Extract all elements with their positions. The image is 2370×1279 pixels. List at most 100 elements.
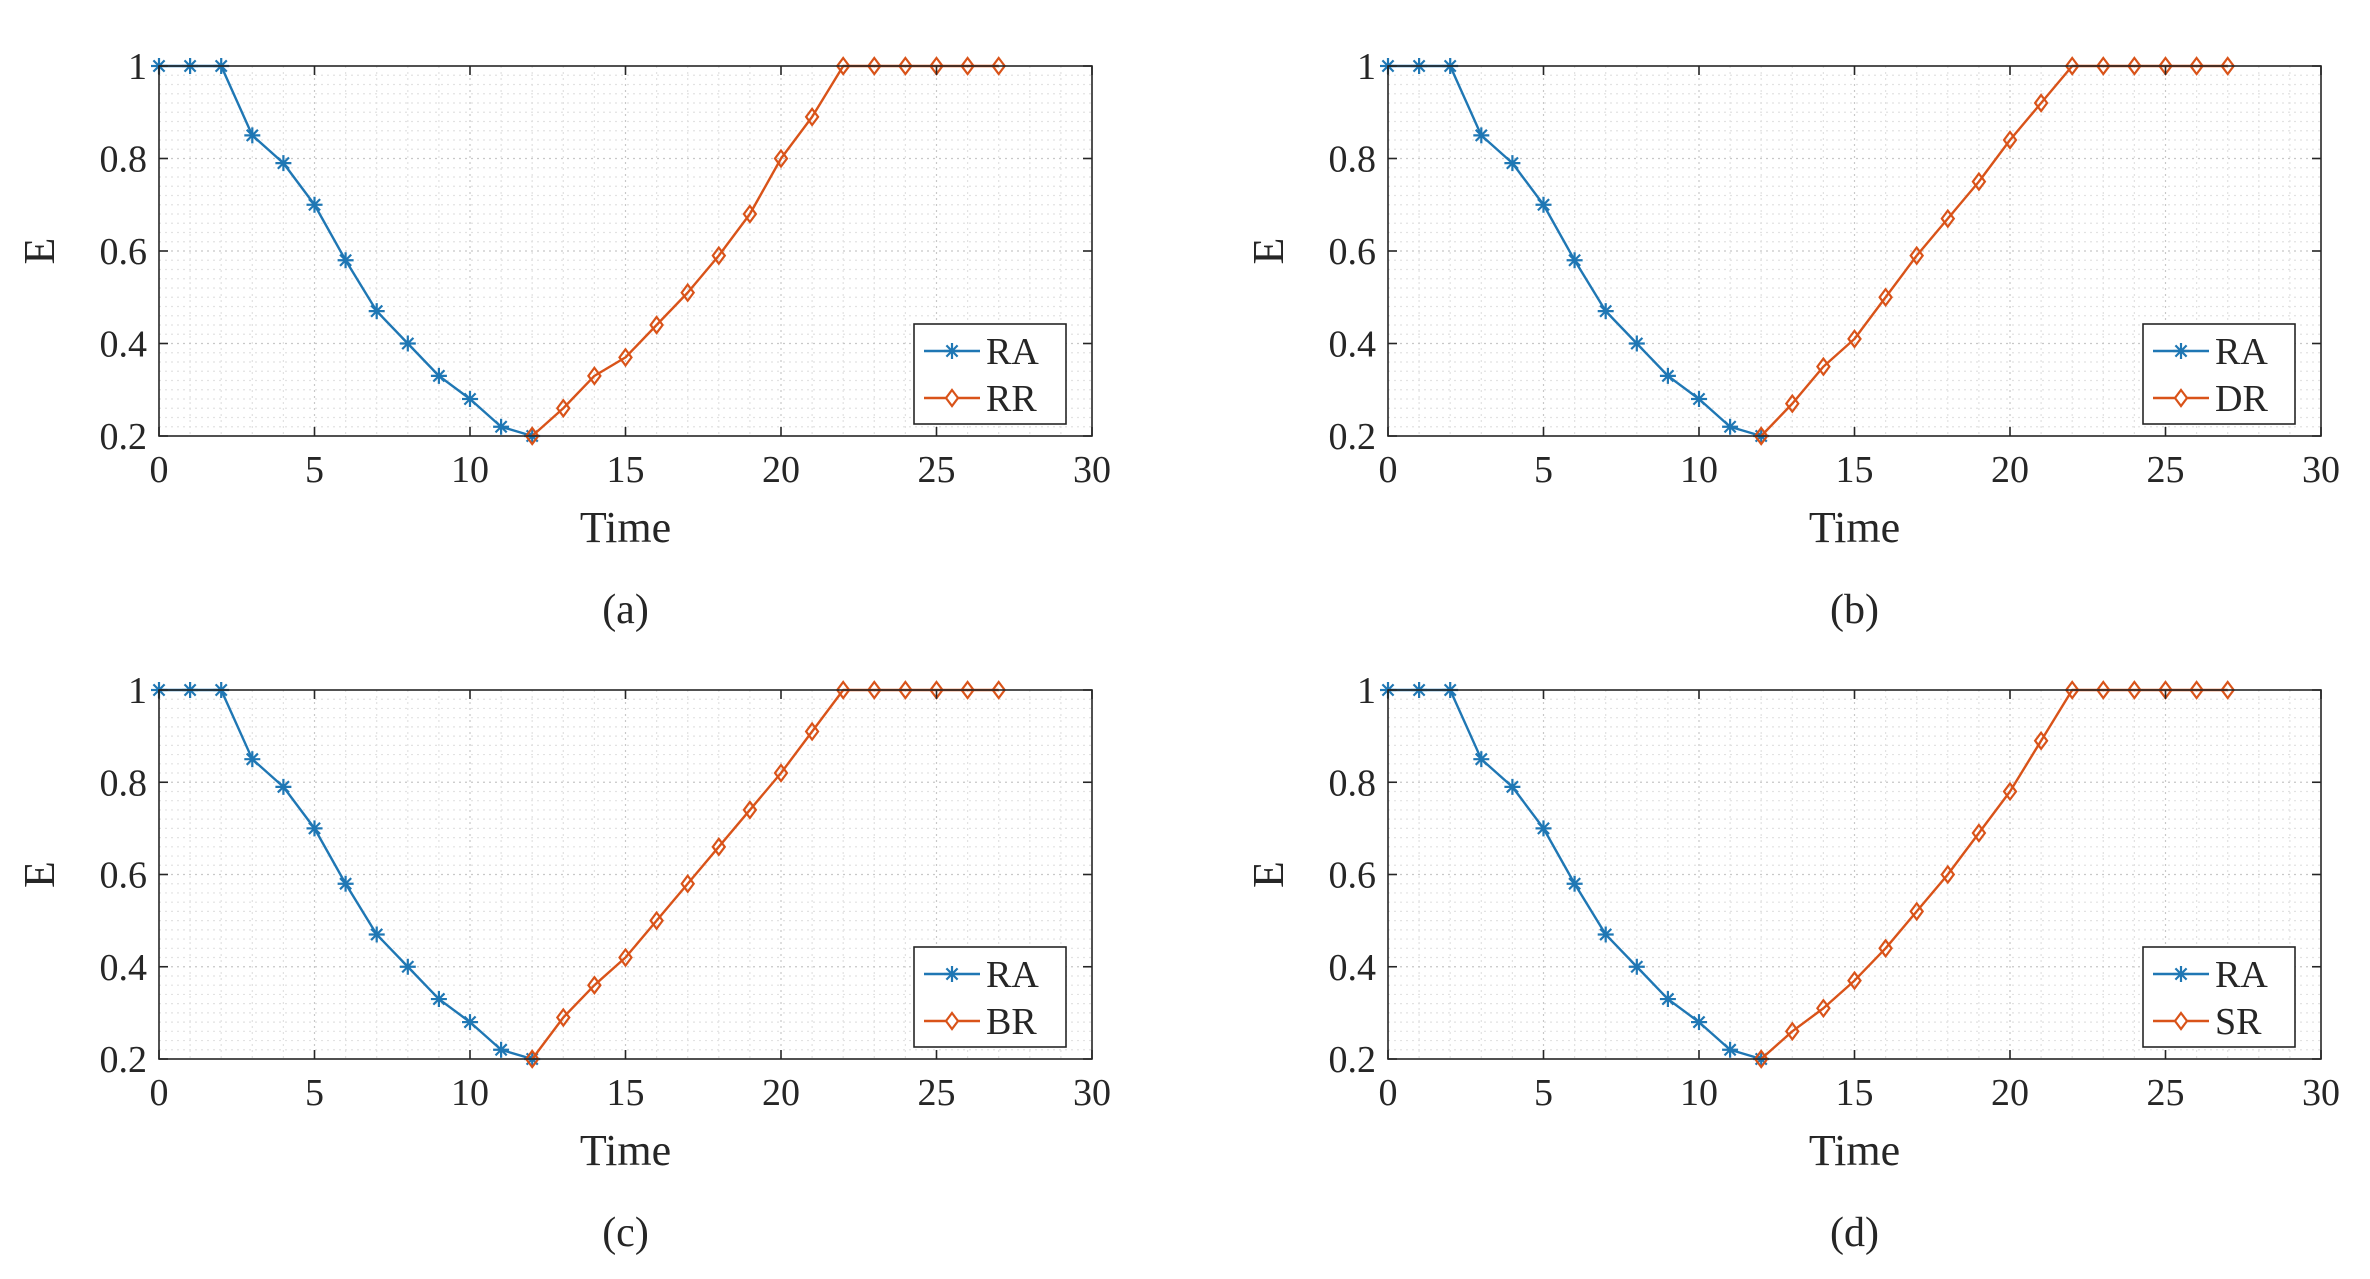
asterisk-stroke <box>401 337 415 350</box>
data-point-ra <box>1691 1014 1707 1031</box>
data-point-dr <box>2127 56 2142 76</box>
data-point-br <box>742 800 758 820</box>
data-point-sr <box>1909 901 1925 922</box>
legend-label: RA <box>2215 331 2268 373</box>
data-point-ra <box>306 820 323 837</box>
data-point-sr <box>2033 730 2049 751</box>
legend-label: DR <box>2215 378 2268 420</box>
data-point-ra <box>275 778 292 795</box>
legend-marker <box>2174 967 2188 981</box>
data-point-dr <box>1878 287 1893 308</box>
data-point-ra <box>1473 751 1490 768</box>
data-point-sr <box>1847 970 1862 991</box>
data-point-ra <box>430 991 447 1008</box>
data-point-ra <box>399 335 416 352</box>
data-point-ra <box>244 127 261 144</box>
data-point-rr <box>711 245 727 266</box>
y-tick-label: 0.8 <box>100 139 148 181</box>
legend-marker <box>2173 388 2189 408</box>
legend-label: RR <box>986 378 1037 420</box>
legend: RA SR <box>2142 946 2296 1048</box>
x-tick-label: 10 <box>451 1072 489 1114</box>
data-point-br <box>898 680 913 700</box>
asterisk-stroke <box>1630 337 1644 350</box>
data-point-rr <box>835 56 851 76</box>
y-tick-label: 0.2 <box>1329 1039 1377 1081</box>
data-point-br <box>991 680 1007 700</box>
legend-label: BR <box>986 1001 1037 1043</box>
legend-entry-sr: SR <box>2153 1001 2262 1043</box>
data-point-ra <box>306 196 323 213</box>
data-point-ra <box>462 391 478 407</box>
x-tick-label: 30 <box>2302 1072 2340 1114</box>
asterisk-stroke <box>1474 128 1488 142</box>
asterisk-stroke <box>370 928 384 941</box>
legend-entry-ra: RA <box>924 331 1039 373</box>
legend-marker <box>945 967 959 981</box>
legend-marker <box>2173 1011 2189 1031</box>
data-point-sr <box>2220 680 2236 700</box>
data-point-ra <box>1535 196 1552 213</box>
asterisk-stroke <box>370 304 384 318</box>
asterisk-stroke <box>401 960 415 974</box>
legend-box <box>913 946 1067 1048</box>
asterisk-stroke <box>1692 392 1706 406</box>
data-point-ra <box>1722 1041 1739 1058</box>
data-point-rr <box>804 107 820 127</box>
x-tick-label: 30 <box>1073 1072 1111 1114</box>
data-point-br <box>649 910 664 931</box>
data-point-rr <box>991 56 1007 76</box>
x-tick-label: 0 <box>150 449 169 491</box>
asterisk-stroke <box>339 877 352 891</box>
asterisk-stroke <box>1723 1043 1737 1057</box>
x-tick-label: 30 <box>1073 449 1111 491</box>
y-tick-label: 1 <box>128 46 147 88</box>
data-point-sr <box>2095 680 2111 700</box>
data-point-sr <box>2064 680 2080 700</box>
data-point-sr <box>1784 1021 1800 1042</box>
data-point-dr <box>1940 208 1956 229</box>
asterisk-stroke <box>1474 752 1488 766</box>
data-point-ra <box>1722 418 1739 435</box>
y-axis-label: E <box>1244 861 1293 888</box>
data-point-ra <box>1597 926 1614 943</box>
data-point-ra <box>399 958 416 975</box>
legend-label: RA <box>986 954 1039 996</box>
x-tick-label: 20 <box>1991 1072 2029 1114</box>
x-axis-label: Time <box>580 503 671 552</box>
legend-label: RA <box>986 331 1039 373</box>
data-point-ra <box>462 1014 478 1031</box>
data-point-rr <box>898 56 913 76</box>
asterisk-stroke <box>1599 928 1613 941</box>
data-point-dr <box>2002 130 2018 150</box>
data-point-ra <box>1597 303 1614 320</box>
asterisk-stroke <box>494 420 508 434</box>
data-point-sr <box>1971 823 1987 843</box>
asterisk-stroke <box>1599 304 1613 318</box>
y-axis-label: E <box>15 238 64 265</box>
data-point-dr <box>1909 245 1925 266</box>
data-point-ra <box>1504 778 1521 795</box>
asterisk-stroke <box>1661 369 1675 383</box>
x-tick-label: 5 <box>1534 1072 1553 1114</box>
asterisk-stroke <box>277 156 290 170</box>
x-tick-label: 0 <box>1379 1072 1398 1114</box>
grid <box>1388 66 2321 436</box>
legend-marker <box>2174 344 2188 358</box>
data-point-rr <box>587 366 602 386</box>
chart-panel-2: 0 5 10 15 20 25 30 0.2 0.4 0.6 0.8 1 Time E (b) RA DR <box>1244 46 2340 633</box>
data-point-rr <box>742 204 758 224</box>
data-point-sr <box>1753 1049 1769 1069</box>
y-tick-label: 0.2 <box>1329 416 1377 458</box>
data-point-br <box>680 873 696 894</box>
x-tick-label: 15 <box>1836 449 1874 491</box>
x-axis-label: Time <box>1809 503 1900 552</box>
legend: RA DR <box>2142 323 2296 425</box>
x-tick-label: 0 <box>150 1072 169 1114</box>
y-tick-label: 0.6 <box>100 855 148 897</box>
asterisk-stroke <box>1568 877 1581 891</box>
chart-panel-4: 0 5 10 15 20 25 30 0.2 0.4 0.6 0.8 1 Time E (d) RA SR <box>1244 670 2340 1256</box>
data-point-dr <box>2220 56 2236 76</box>
y-tick-label: 0.2 <box>100 1039 148 1081</box>
asterisk-stroke <box>245 752 259 766</box>
